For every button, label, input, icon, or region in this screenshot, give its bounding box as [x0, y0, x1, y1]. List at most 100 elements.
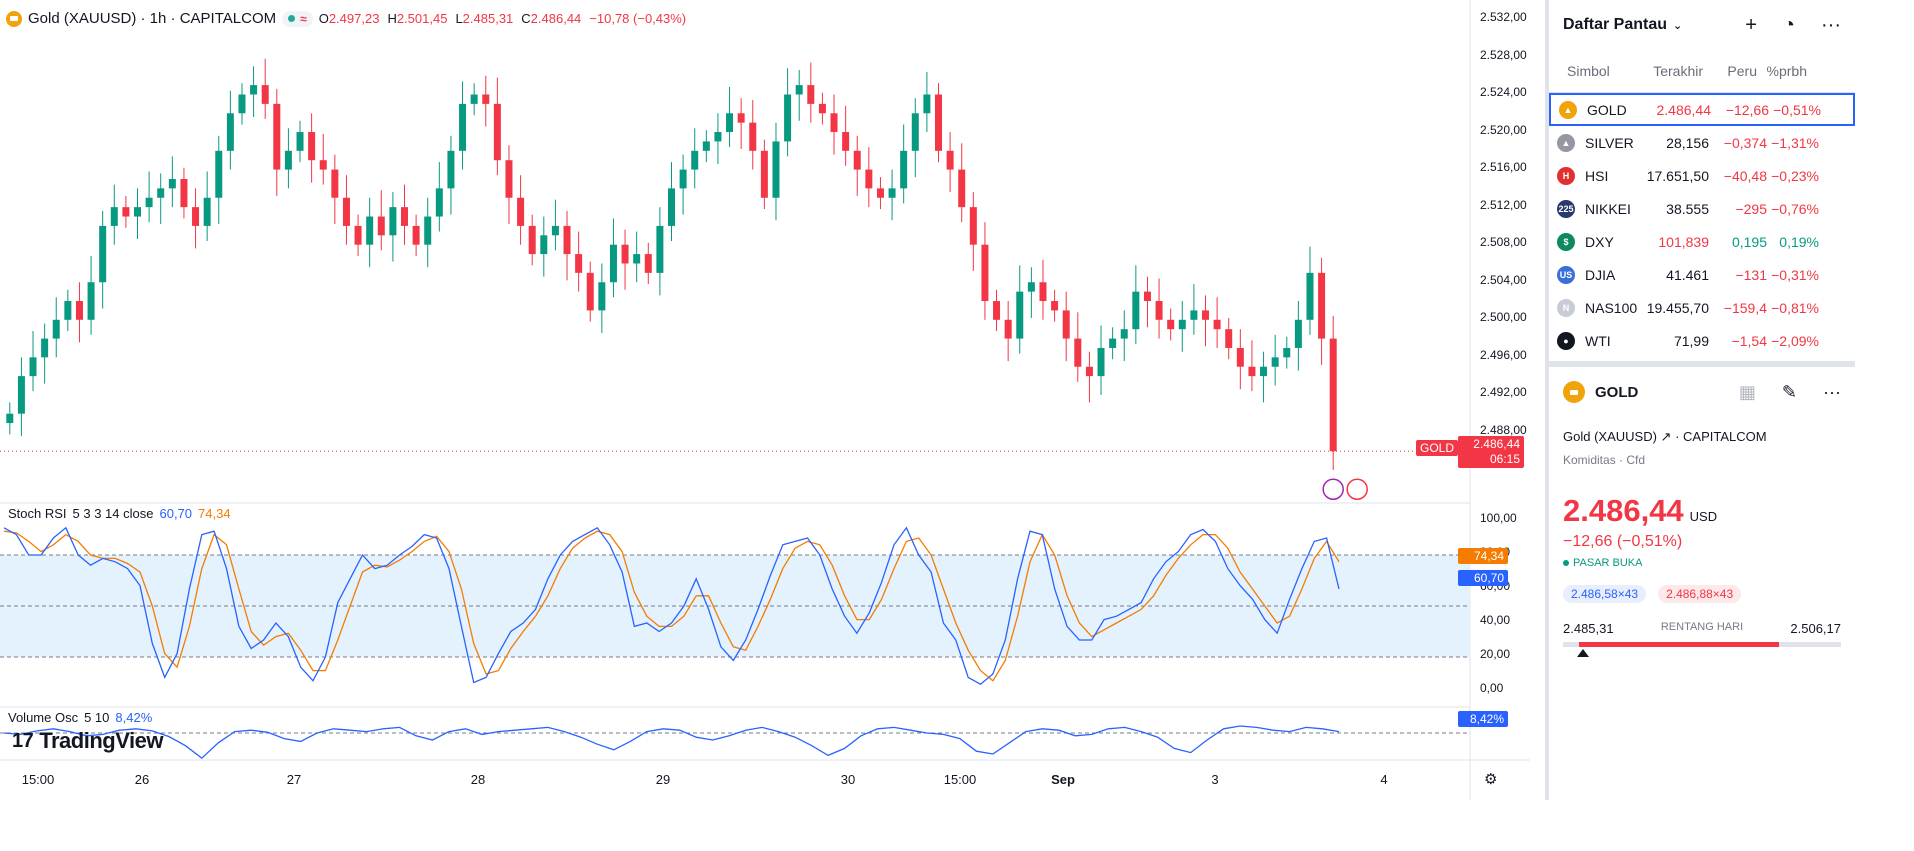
candle-body	[1178, 319, 1186, 330]
market-status-pill[interactable]: ≈	[282, 10, 313, 27]
external-link-icon[interactable]: ↗	[1660, 429, 1672, 444]
row-last: 17.651,50	[1646, 167, 1709, 184]
watchlist-title[interactable]: Daftar Pantau	[1563, 16, 1668, 33]
candle-body	[1039, 282, 1047, 302]
watchlist-row[interactable]: US DJIA 41.461 −131 −0,31%	[1549, 258, 1855, 291]
price-chart[interactable]	[0, 0, 1530, 800]
candle-body	[1260, 366, 1268, 377]
price-tag-price: 2.486,44	[1473, 437, 1520, 451]
candle-body	[679, 169, 687, 189]
candle-body	[424, 216, 432, 245]
time-axis-label: 27	[286, 772, 302, 787]
row-change-pct: −0,51%	[1773, 101, 1821, 118]
row-last: 2.486,44	[1656, 101, 1712, 118]
row-change: −12,66	[1725, 101, 1769, 118]
candle-body	[412, 225, 420, 245]
col-change-pct[interactable]: %prbh	[1766, 63, 1807, 79]
ohlc-close-key: C	[521, 11, 531, 26]
detail-exchange[interactable]: CAPITALCOM	[1683, 429, 1767, 444]
col-symbol[interactable]: Simbol	[1567, 63, 1610, 79]
symbol-detail: GOLD ▦ ✎ ··· Gold (XAUUSD) ↗ · CAPITALCO…	[1549, 367, 1855, 661]
watchlist-row[interactable]: N NAS100 19.455,70 −159,4 −0,81%	[1549, 291, 1855, 324]
symbol-logo-icon: ●	[1557, 332, 1575, 350]
symbol-title[interactable]: Gold (XAUUSD) · 1h · CAPITALCOM	[28, 10, 277, 27]
current-price-marker-icon	[1577, 649, 1589, 657]
candle-body	[563, 225, 571, 255]
stoch-d-value: 74,34	[198, 506, 231, 521]
ohlc-close: 2.486,44	[530, 11, 582, 26]
candle-body	[633, 254, 641, 264]
ohlc-open: 2.497,23	[328, 11, 380, 26]
candle-body	[250, 85, 258, 95]
watchlist-columns: Simbol Terakhir Peru %prbh	[1549, 50, 1855, 93]
candle-body	[888, 188, 896, 198]
row-change: −0,374	[1723, 134, 1767, 151]
candle-body	[1306, 272, 1314, 320]
stoch-k-line	[3, 526, 1340, 685]
stoch-rsi-legend[interactable]: Stoch RSI 5 3 3 14 close 60,70 74,34	[8, 506, 231, 521]
row-change-pct: −0,76%	[1771, 200, 1819, 217]
detail-change: −12,66 (−0,51%)	[1563, 533, 1683, 550]
symbol-logo-icon: ▲	[1559, 101, 1577, 119]
watchlist-row[interactable]: 225 NIKKEI 38.555 −295 −0,76%	[1549, 192, 1855, 225]
candle-body	[308, 132, 316, 161]
candle-body	[203, 197, 211, 226]
detail-more-icon[interactable]: ···	[1823, 381, 1841, 402]
candle-body	[1062, 310, 1070, 339]
add-symbol-icon[interactable]: +	[1745, 13, 1757, 36]
candle-body	[1202, 310, 1209, 320]
candle-body	[1132, 291, 1140, 330]
settings-gear-icon[interactable]: ⚙	[1484, 771, 1498, 788]
col-last[interactable]: Terakhir	[1653, 63, 1703, 79]
market-open-dot-icon	[288, 15, 296, 22]
watchlist-row[interactable]: H HSI 17.651,50 −40,48 −0,23%	[1549, 159, 1855, 192]
bid-price[interactable]: 2.486,58×43	[1563, 585, 1647, 603]
volume-osc-legend[interactable]: Volume Osc 5 10 8,42%	[8, 710, 152, 725]
volume-osc-value: 8,42%	[115, 710, 153, 725]
edit-icon[interactable]: ✎	[1781, 381, 1798, 402]
time-axis-label: 15:00	[21, 772, 55, 787]
candle-body	[401, 207, 408, 226]
time-axis-label: Sep	[1051, 772, 1075, 787]
advanced-view-icon[interactable]: ◔	[1782, 13, 1796, 36]
chart-area[interactable]: Gold (XAUUSD) · 1h · CAPITALCOM ≈ O2.497…	[0, 0, 1530, 800]
candle-body	[749, 122, 757, 151]
layout-grid-icon[interactable]: ▦	[1738, 381, 1756, 402]
candle-body	[482, 94, 490, 104]
candle-body	[726, 113, 734, 133]
watchlist-row[interactable]: $ DXY 101,839 0,195 0,19%	[1549, 225, 1855, 258]
time-axis-label: 26	[134, 772, 150, 787]
ohlc-low: 2.485,31	[462, 11, 514, 26]
candle-body	[958, 169, 966, 208]
candle-body	[296, 132, 304, 151]
row-last: 41.461	[1666, 266, 1709, 283]
stoch-k-value: 60,70	[159, 506, 193, 521]
watchlist-row[interactable]: ● WTI 71,99 −1,54 −2,09%	[1549, 324, 1855, 357]
panel-divider[interactable]	[1549, 361, 1855, 367]
us-economic-event-icon	[1346, 478, 1368, 500]
detail-name[interactable]: Gold (XAUUSD)	[1563, 429, 1657, 444]
price-axis-label: 2.528,00	[1480, 47, 1527, 62]
tradingview-logo-text: TradingView	[39, 728, 163, 753]
price-axis-label: 2.492,00	[1480, 385, 1527, 399]
candle-body	[714, 132, 722, 142]
candle-body	[853, 150, 861, 170]
more-options-icon[interactable]: ···	[1821, 13, 1841, 36]
watchlist-row[interactable]: ▲ GOLD 2.486,44 −12,66 −0,51%	[1549, 93, 1855, 126]
chevron-down-icon[interactable]: ⌄	[1673, 19, 1683, 32]
candle-body	[447, 150, 455, 189]
candle-body	[99, 225, 107, 283]
candle-body	[1051, 301, 1059, 311]
watchlist-row[interactable]: ▲ SILVER 28,156 −0,374 −1,31%	[1549, 126, 1855, 159]
tradingview-logo[interactable]: 17 TradingView	[12, 728, 163, 754]
ask-price[interactable]: 2.486,88×43	[1658, 585, 1742, 603]
candle-body	[284, 150, 292, 170]
detail-symbol[interactable]: GOLD	[1595, 383, 1639, 401]
candle-body	[435, 188, 443, 217]
candle-body	[1004, 319, 1012, 339]
col-change[interactable]: Peru	[1727, 63, 1757, 79]
candle-body	[1120, 329, 1128, 339]
candle-body	[551, 225, 559, 236]
candle-body	[1027, 282, 1035, 292]
stoch-rsi-title: Stoch RSI	[8, 506, 67, 521]
